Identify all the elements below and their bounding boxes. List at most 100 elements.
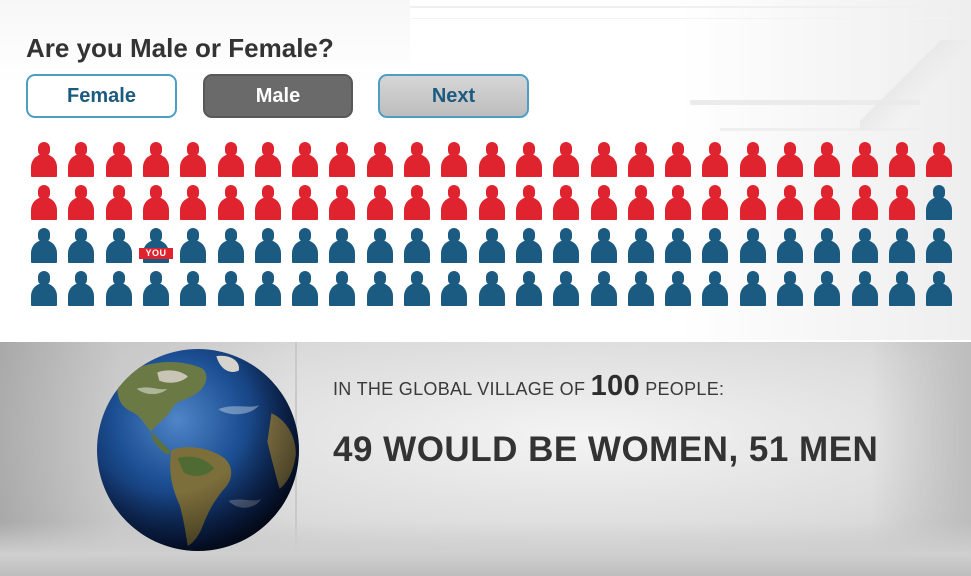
caption-prefix: IN THE GLOBAL VILLAGE OF — [333, 379, 591, 399]
female-person-icon — [739, 185, 767, 221]
female-person-icon — [739, 142, 767, 178]
female-person-icon — [627, 142, 655, 178]
female-person-icon — [440, 185, 468, 221]
earth-globe-icon — [97, 349, 299, 551]
male-person-icon — [105, 271, 133, 307]
female-person-icon — [366, 142, 394, 178]
female-person-icon — [515, 142, 543, 178]
male-person-icon — [217, 271, 245, 307]
male-person-icon — [701, 228, 729, 264]
background-wall — [870, 342, 971, 576]
female-person-icon — [328, 142, 356, 178]
caption-headline: 49 WOULD BE WOMEN, 51 MEN — [333, 430, 879, 469]
female-person-icon — [888, 142, 916, 178]
male-person-icon — [478, 271, 506, 307]
female-person-icon — [515, 185, 543, 221]
male-person-icon — [664, 271, 692, 307]
male-person-icon — [366, 271, 394, 307]
caption-intro: IN THE GLOBAL VILLAGE OF 100 PEOPLE: — [333, 370, 724, 403]
decorative-shape — [860, 40, 970, 130]
male-person-icon — [254, 228, 282, 264]
female-person-icon — [440, 142, 468, 178]
male-person-icon — [590, 228, 618, 264]
male-person-icon — [30, 228, 58, 264]
female-person-icon — [701, 142, 729, 178]
male-person-icon — [328, 271, 356, 307]
male-person-icon — [515, 271, 543, 307]
female-person-icon — [851, 185, 879, 221]
female-button[interactable]: Female — [26, 74, 177, 118]
female-person-icon — [925, 142, 953, 178]
female-person-icon — [776, 185, 804, 221]
female-person-icon — [552, 142, 580, 178]
male-person-icon — [67, 228, 95, 264]
male-person-icon — [254, 271, 282, 307]
male-person-icon — [552, 271, 580, 307]
female-person-icon — [30, 142, 58, 178]
male-person-icon — [478, 228, 506, 264]
female-person-icon — [776, 142, 804, 178]
people-grid: YOU — [30, 142, 960, 314]
male-person-icon — [888, 271, 916, 307]
female-person-icon — [328, 185, 356, 221]
male-button[interactable]: Male — [203, 74, 353, 118]
male-person-icon — [851, 228, 879, 264]
male-person-icon — [328, 228, 356, 264]
male-person-icon — [552, 228, 580, 264]
female-person-icon — [403, 142, 431, 178]
male-person-icon — [403, 228, 431, 264]
female-person-icon — [291, 185, 319, 221]
female-person-icon — [478, 142, 506, 178]
male-person-icon — [142, 271, 170, 307]
female-person-icon — [813, 185, 841, 221]
female-person-icon — [851, 142, 879, 178]
female-person-icon — [254, 142, 282, 178]
male-person-icon — [366, 228, 394, 264]
male-person-icon — [664, 228, 692, 264]
male-person-icon — [776, 271, 804, 307]
female-person-icon — [664, 142, 692, 178]
male-person-icon — [67, 271, 95, 307]
male-person-icon — [888, 228, 916, 264]
male-person-icon — [440, 228, 468, 264]
male-person-icon — [701, 271, 729, 307]
question-title: Are you Male or Female? — [26, 33, 334, 63]
male-person-icon — [776, 228, 804, 264]
male-person-icon — [30, 271, 58, 307]
male-person-icon — [813, 228, 841, 264]
female-person-icon — [254, 185, 282, 221]
female-person-icon — [142, 185, 170, 221]
male-person-icon — [105, 228, 133, 264]
caption-number: 100 — [590, 370, 640, 402]
female-person-icon — [179, 185, 207, 221]
female-person-icon — [105, 185, 133, 221]
female-person-icon — [67, 142, 95, 178]
female-person-icon — [478, 185, 506, 221]
male-person-icon — [739, 271, 767, 307]
male-person-icon — [179, 271, 207, 307]
decorative-line — [720, 128, 920, 131]
question-panel: Are you Male or Female? Female Male Next… — [0, 0, 971, 340]
male-person-icon — [851, 271, 879, 307]
female-person-icon — [30, 185, 58, 221]
female-person-icon — [291, 142, 319, 178]
male-person-icon — [925, 228, 953, 264]
female-person-icon — [590, 185, 618, 221]
female-person-icon — [701, 185, 729, 221]
female-person-icon — [179, 142, 207, 178]
male-person-icon: YOU — [139, 228, 173, 264]
female-person-icon — [552, 185, 580, 221]
decorative-line — [410, 18, 950, 19]
female-person-icon — [142, 142, 170, 178]
male-person-icon — [925, 271, 953, 307]
male-person-icon — [217, 228, 245, 264]
background-gradient — [0, 0, 410, 140]
next-button[interactable]: Next — [378, 74, 529, 118]
female-person-icon — [813, 142, 841, 178]
female-person-icon — [664, 185, 692, 221]
male-person-icon — [590, 271, 618, 307]
female-person-icon — [888, 185, 916, 221]
male-person-icon — [627, 228, 655, 264]
caption-suffix: PEOPLE: — [639, 379, 725, 399]
fact-panel: IN THE GLOBAL VILLAGE OF 100 PEOPLE: 49 … — [0, 342, 971, 576]
